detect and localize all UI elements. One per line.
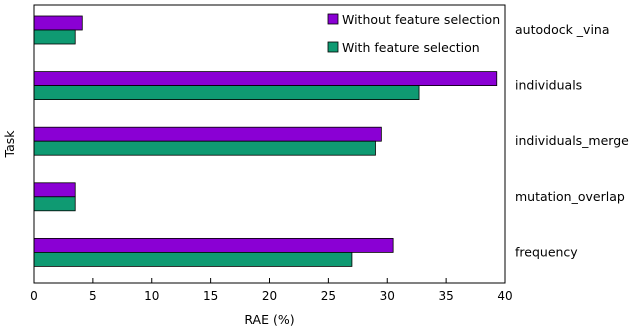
bar-with-fs-1 <box>33 85 420 100</box>
x-tick-label: 5 <box>89 289 97 303</box>
x-tick-label: 20 <box>262 289 277 303</box>
category-label: individuals <box>515 78 582 93</box>
x-tick-label: 40 <box>497 289 512 303</box>
bar-with-fs-4 <box>33 251 353 267</box>
bar-with-fs-0 <box>33 29 76 45</box>
y-axis-title: Task <box>2 130 17 159</box>
bar-without-fs-1 <box>33 71 498 86</box>
category-label: frequency <box>515 244 578 259</box>
x-tick-label: 0 <box>30 289 38 303</box>
x-tick-label: 25 <box>321 289 336 303</box>
x-axis-ticks: 0 5 10 15 20 25 30 35 40 <box>30 278 513 303</box>
category-label: autodock _vina <box>515 22 610 37</box>
bar-with-fs-3 <box>33 196 76 212</box>
x-tick-label: 15 <box>203 289 218 303</box>
x-tick-label: 30 <box>380 289 395 303</box>
category-labels: autodock _vina individuals individuals_mer… <box>515 22 629 259</box>
bar-without-fs-3 <box>33 182 76 198</box>
bar-without-fs-0 <box>33 15 83 31</box>
legend-label: With feature selection <box>342 40 480 55</box>
bar-without-fs-2 <box>33 126 382 142</box>
legend-swatch <box>327 41 339 53</box>
category-label: mutation_overlap <box>515 189 625 204</box>
legend-swatch <box>327 13 339 25</box>
bar-with-fs-2 <box>33 140 376 156</box>
x-axis-title: RAE (%) <box>244 312 294 327</box>
x-tick-label: 35 <box>438 289 453 303</box>
category-label: individuals_merge <box>515 133 629 148</box>
legend-label: Without feature selection <box>342 12 500 27</box>
legend: Without feature selection With feature se… <box>327 12 500 55</box>
x-tick-label: 10 <box>144 289 159 303</box>
bar-without-fs-4 <box>33 237 394 253</box>
